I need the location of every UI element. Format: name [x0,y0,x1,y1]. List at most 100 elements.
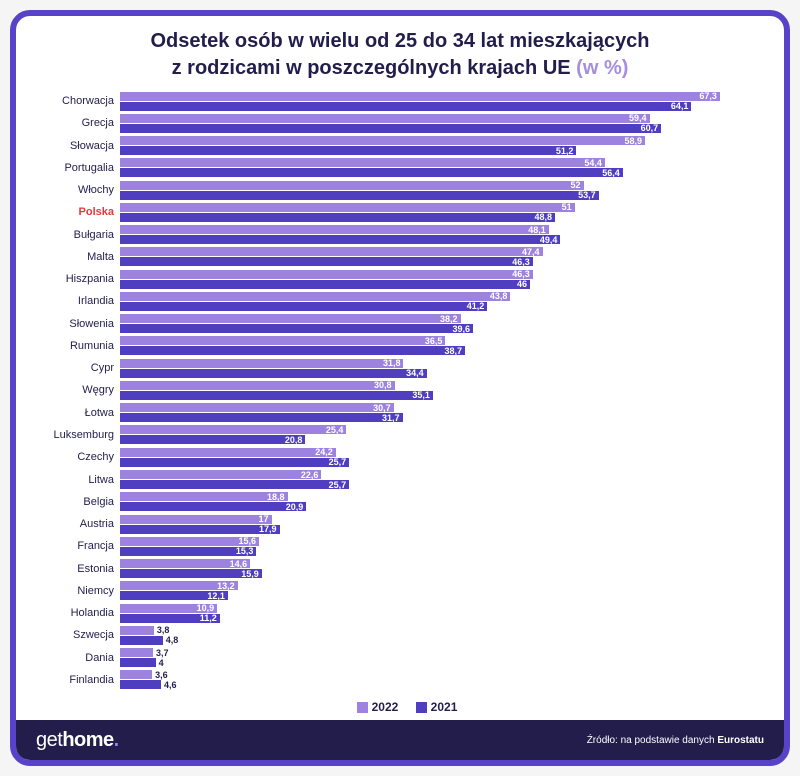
bar-value: 13,2 [217,581,235,591]
bar-v2021: 64,1 [120,102,691,111]
row-bars: 13,212,1 [120,581,744,600]
row-bars: 30,731,7 [120,403,744,422]
bar-value: 51,2 [556,146,574,156]
row-label: Niemcy [28,585,120,597]
bar-v2022: 58,9 [120,136,645,145]
row-label: Węgry [28,384,120,396]
bar-v2021: 39,6 [120,324,473,333]
bar-value: 52 [571,180,581,190]
bar-value: 4,6 [164,680,177,690]
chart-row: Grecja 59,460,7 [28,112,744,134]
bar-value: 11,2 [200,613,217,623]
chart-row: Dania3,74 [28,647,744,669]
chart-row: Czechy24,225,7 [28,446,744,468]
row-label: Belgia [28,496,120,508]
chart-row: Malta47,446,3 [28,246,744,268]
row-label: Litwa [28,474,120,486]
bar-v2022: 30,8 [120,381,395,390]
chart-row: Luksemburg25,420,8 [28,424,744,446]
bar-value: 34,4 [406,368,424,378]
bar-v2021: 11,2 [120,614,220,623]
bar-value: 4,8 [166,635,179,645]
bar-value: 31,7 [382,413,400,423]
chart-row: Holandia10,911,2 [28,602,744,624]
bar-v2022: 24,2 [120,448,336,457]
bar-value: 22,6 [301,470,319,480]
bar-value: 59,4 [629,113,647,123]
bar-v2022: 59,4 [120,114,650,123]
row-label: Chorwacja [28,95,120,107]
legend-swatch-2022 [357,702,368,713]
bar-v2022: 51 [120,203,575,212]
bar-v2021: 31,7 [120,413,403,422]
bar-v2022: 3,7 [120,648,153,657]
bar-value: 67,3 [699,91,717,101]
bar-v2022: 22,6 [120,470,321,479]
row-bars: 54,456,4 [120,158,744,177]
bar-value: 14,6 [230,559,248,569]
brand-dot: . [114,729,119,751]
bar-value: 36,5 [425,336,443,346]
chart-row: Francja15,615,3 [28,535,744,557]
row-bars: 5253,7 [120,181,744,200]
bar-v2021: 38,7 [120,346,465,355]
chart-row: Belgia18,820,9 [28,491,744,513]
bar-value: 43,8 [490,291,508,301]
row-bars: 14,615,9 [120,559,744,578]
row-label: Grecja [28,117,120,129]
bar-v2021: 49,4 [120,235,560,244]
bar-value: 58,9 [625,136,643,146]
bar-value: 4 [159,658,164,668]
bar-value: 30,8 [374,380,392,390]
source-prefix: Źródło: na podstawie danych [587,735,718,746]
bar-v2021: 46,3 [120,257,533,266]
chart-row: Litwa 22,6 25,7 [28,469,744,491]
row-bars: 22,6 25,7 [120,470,744,489]
bar-v2021: 4 [120,658,156,667]
legend-swatch-2021 [416,702,427,713]
title-pct: (w %) [576,57,628,79]
bar-v2022: 31,8 [120,359,403,368]
row-bars: 18,820,9 [120,492,744,511]
row-bars: 30,835,1 [120,381,744,400]
row-bars: 38,239,6 [120,314,744,333]
bar-v2022: 36,5 [120,336,445,345]
bar-v2022: 14,6 [120,559,250,568]
bar-value: 64,1 [671,101,689,111]
row-bars: 48,149,4 [120,225,744,244]
bar-v2021: 60,7 [120,124,661,133]
bar-value: 38,7 [444,346,462,356]
title-line1: Odsetek osób w wielu od 25 do 34 lat mie… [150,30,649,52]
bar-value: 53,7 [578,190,596,200]
chart-row: Portugalia54,456,4 [28,157,744,179]
chart-row: Hiszpania46,346 [28,268,744,290]
bar-v2022: 3,6 [120,670,152,679]
bar-v2022: 54,4 [120,158,605,167]
bar-v2021: 56,4 [120,168,623,177]
bar-v2022: 30,7 [120,403,394,412]
bar-v2021: 25,7 [120,480,349,489]
row-bars: 47,446,3 [120,247,744,266]
row-label: Szwecja [28,629,120,641]
bar-value: 12,1 [207,591,225,601]
row-label: Hiszpania [28,273,120,285]
bar-value: 47,4 [522,247,540,257]
bar-value: 38,2 [440,314,458,324]
bar-value: 25,7 [329,480,347,490]
bar-v2021: 4,8 [120,636,163,645]
row-label: Rumunia [28,340,120,352]
bar-value: 56,4 [602,168,620,178]
source-text: Źródło: na podstawie danych Eurostatu [587,735,764,746]
bar-value: 10,9 [197,603,215,613]
chart-frame: Odsetek osób w wielu od 25 do 34 lat mie… [10,10,790,766]
bar-value: 18,8 [267,492,285,502]
bar-value: 49,4 [540,235,558,245]
bar-value: 46,3 [512,257,530,267]
row-label: Francja [28,540,120,552]
bar-v2021: 53,7 [120,191,599,200]
bar-v2021: 15,3 [120,547,256,556]
chart-row: Słowenia38,239,6 [28,313,744,335]
chart-row: Finlandia3,64,6 [28,669,744,691]
bar-v2022: 3,8 [120,626,154,635]
brand-logo: gethome. [36,729,119,752]
